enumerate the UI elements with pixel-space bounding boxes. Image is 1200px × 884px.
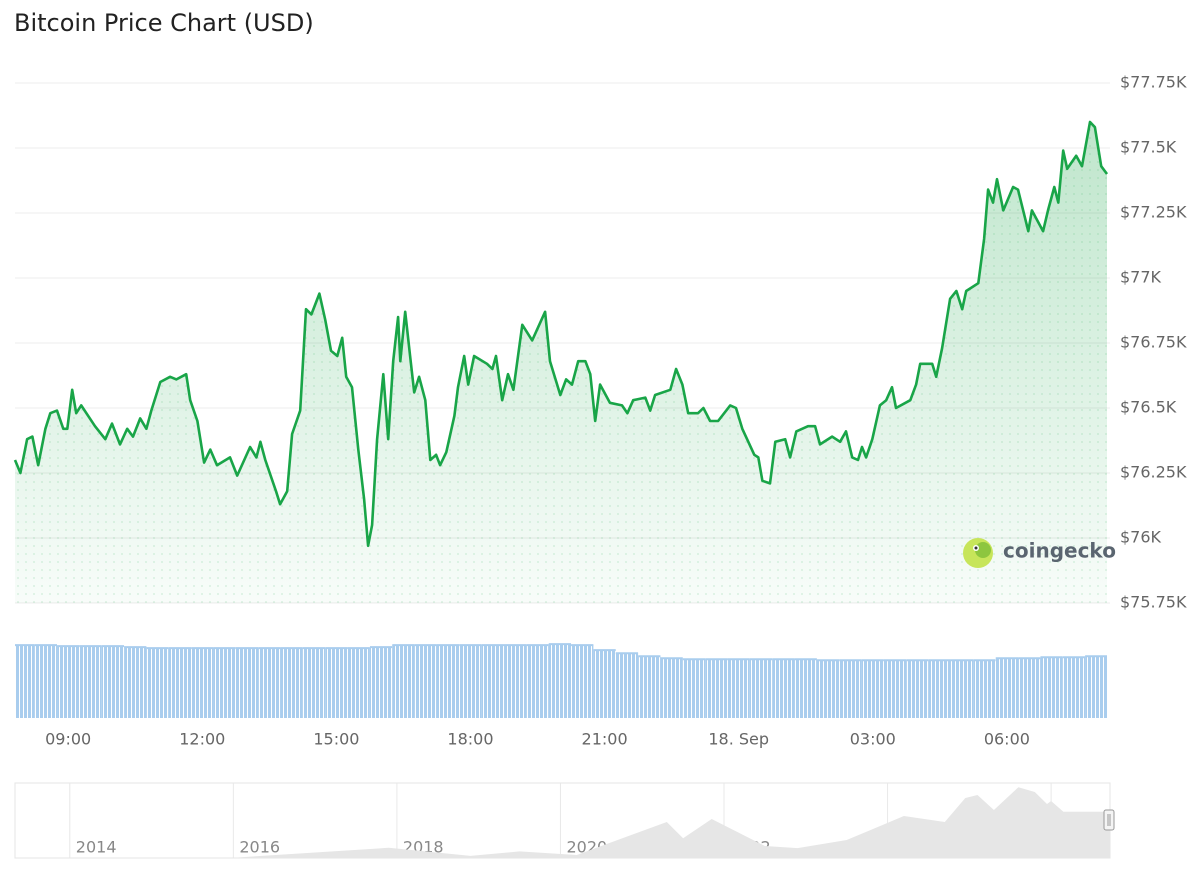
watermark-text: coingecko	[1003, 539, 1116, 563]
x-tick-label: 06:00	[984, 730, 1030, 749]
y-tick-label: $76K	[1120, 528, 1162, 547]
watermark-logo	[975, 542, 991, 558]
x-tick-label: 18:00	[447, 730, 493, 749]
volume-bar	[951, 660, 974, 718]
volume-bar	[727, 659, 750, 718]
volume-bar	[302, 648, 326, 718]
volume-bar	[1085, 656, 1107, 718]
volume-bar	[638, 656, 661, 718]
volume-bar	[749, 659, 773, 718]
x-tick-label: 15:00	[313, 730, 359, 749]
volume-bar	[973, 660, 996, 718]
volume-bar	[258, 648, 281, 718]
volume-bar	[1018, 658, 1041, 718]
volume-bar	[168, 648, 192, 718]
volume-bar	[660, 658, 683, 718]
y-tick-label: $75.75K	[1120, 593, 1187, 612]
volume-bar	[548, 644, 572, 718]
volume-bar	[15, 645, 35, 718]
volume-bar	[414, 645, 437, 718]
volume-bar	[883, 660, 907, 718]
volume-bar	[57, 646, 80, 718]
navigator-tick-label: 2016	[239, 838, 280, 857]
volume-bar	[705, 659, 728, 718]
y-tick-label: $76.75K	[1120, 333, 1187, 352]
volume-bar	[1062, 657, 1086, 718]
plot-area	[13, 120, 1109, 603]
navigator-area	[15, 787, 1110, 858]
volume-bar	[79, 646, 102, 718]
volume-bar	[191, 648, 214, 718]
volume-bar	[504, 645, 527, 718]
volume-bar	[861, 660, 884, 718]
volume-bar	[906, 660, 929, 718]
y-tick-label: $77K	[1120, 268, 1162, 287]
volume-bar	[481, 645, 504, 718]
grid: $75.75K $76K $76.25K $76.5K $76.75K $77K $77.2…	[15, 73, 1187, 612]
volume-bar	[146, 648, 169, 718]
navigator-tick-label: 2014	[76, 838, 117, 857]
volume-bar	[928, 660, 951, 718]
navigator: 2014201620182020202220242026	[14, 782, 1115, 859]
y-tick-label: $76.25K	[1120, 463, 1187, 482]
x-tick-label: 21:00	[582, 730, 628, 749]
y-tick-label: $77.75K	[1120, 73, 1187, 92]
volume-bar	[526, 645, 549, 718]
volume-bar	[459, 645, 482, 718]
volume-bar	[593, 650, 616, 718]
volume-bar	[794, 659, 817, 718]
volume-panel	[15, 643, 1107, 718]
volume-bar	[571, 645, 594, 718]
y-tick-label: $77.25K	[1120, 203, 1187, 222]
volume-bar	[347, 648, 370, 718]
watermark: coingecko	[963, 538, 1116, 568]
chart-title: Bitcoin Price Chart (USD)	[14, 9, 314, 37]
y-tick-label: $76.5K	[1120, 398, 1177, 417]
volume-bar	[235, 648, 259, 718]
x-tick-label: 18. Sep	[708, 730, 769, 749]
volume-bar	[436, 645, 460, 718]
x-tick-label: 03:00	[850, 730, 896, 749]
volume-bar	[34, 645, 57, 718]
y-tick-label: $77.5K	[1120, 138, 1177, 157]
volume-bar	[392, 645, 415, 718]
watermark-logo	[974, 546, 978, 550]
navigator-handle[interactable]	[1103, 809, 1115, 831]
x-tick-label: 12:00	[179, 730, 225, 749]
volume-bar	[772, 659, 795, 718]
volume-bar	[1040, 657, 1063, 718]
volume-bar	[369, 647, 393, 718]
price-line	[13, 120, 1109, 548]
volume-bar	[325, 648, 348, 718]
volume-bar	[213, 648, 236, 718]
volume-bar	[816, 660, 840, 718]
volume-bar	[101, 646, 125, 718]
volume-bar	[615, 653, 639, 718]
volume-bar	[124, 647, 147, 718]
x-tick-label: 09:00	[45, 730, 91, 749]
volume-bar	[995, 658, 1019, 718]
volume-bar	[839, 660, 862, 718]
x-axis: 09:00 12:00 15:00 18:00 21:00 18. Sep 03:00 06:…	[45, 730, 1030, 749]
volume-bar	[682, 659, 706, 718]
area-dots	[15, 122, 1107, 603]
volume-bar	[280, 648, 303, 718]
